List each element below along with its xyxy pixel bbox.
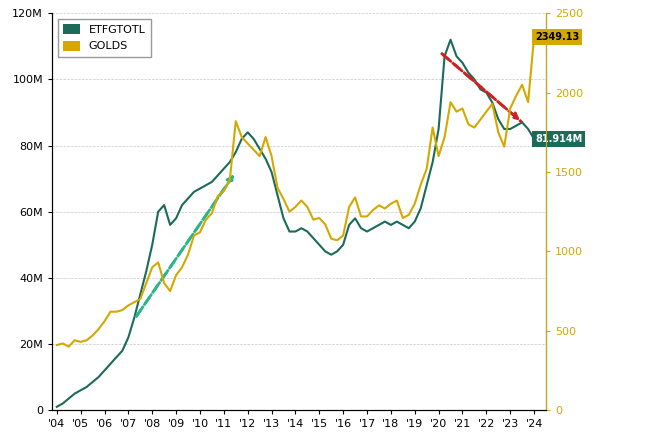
Text: 2349.13: 2349.13 bbox=[535, 32, 580, 42]
Text: 81.914M: 81.914M bbox=[535, 134, 582, 144]
Legend: ETFGTOTL, GOLDS: ETFGTOTL, GOLDS bbox=[58, 19, 151, 57]
